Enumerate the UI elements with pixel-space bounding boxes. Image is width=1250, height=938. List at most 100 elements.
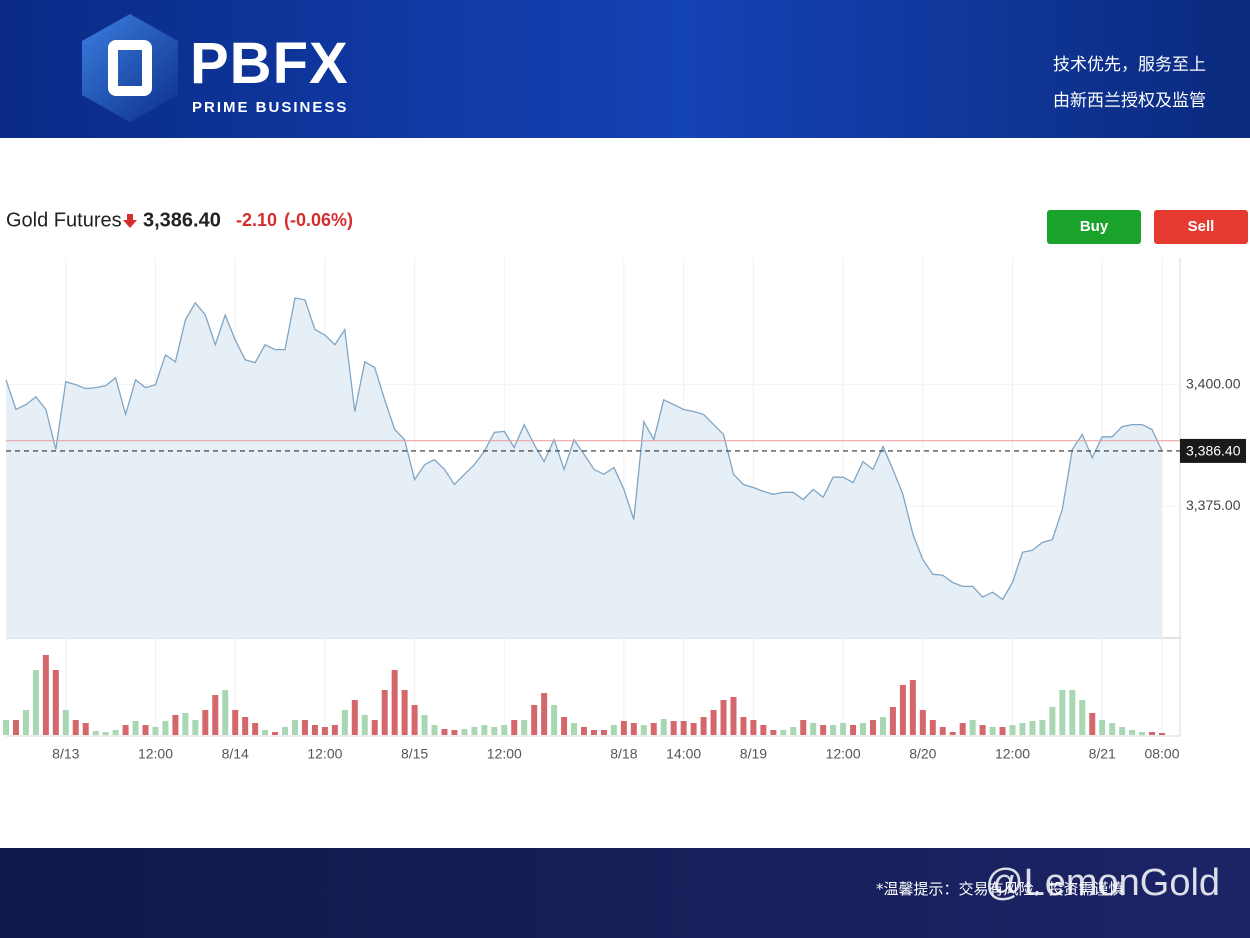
volume-bar	[610, 725, 617, 735]
volume-bar	[471, 727, 478, 735]
volume-bar	[1099, 720, 1106, 735]
volume-bar	[969, 720, 976, 735]
volume-bar	[690, 723, 697, 735]
volume-bar	[441, 729, 448, 735]
volume-bar	[760, 725, 767, 735]
volume-bar	[830, 725, 837, 735]
risk-notice: *温馨提示：交易有风险，投资需谨慎	[876, 880, 1124, 898]
chart: Gold Futures 3,386.40 -2.10 (-0.06%) 8/1…	[3, 209, 1246, 762]
logo-subtitle: PRIME BUSINESS	[192, 99, 349, 116]
x-tick-label: 12:00	[307, 746, 342, 762]
volume-bar	[381, 690, 388, 735]
volume-bar	[899, 685, 906, 735]
volume-bar	[810, 723, 817, 735]
volume-bar	[92, 731, 99, 735]
volume-bar	[192, 720, 199, 735]
volume-bar	[800, 720, 807, 735]
volume-bar	[202, 710, 209, 735]
x-tick-label: 8/15	[401, 746, 428, 762]
volume-bar	[72, 720, 79, 735]
volume-bar	[531, 705, 538, 735]
area	[6, 297, 1162, 638]
volume-bar	[1009, 725, 1016, 735]
volume-bar	[1129, 730, 1136, 735]
volume-bar	[820, 725, 827, 735]
volume-bar	[600, 730, 607, 735]
volume-bar	[52, 670, 59, 735]
volume-bar	[242, 717, 249, 735]
volume-bar	[670, 721, 677, 735]
x-tick-label: 12:00	[995, 746, 1030, 762]
volume-bar	[939, 727, 946, 735]
volume-bar	[501, 725, 508, 735]
volume-bar	[511, 720, 518, 735]
x-tick-label: 08:00	[1144, 746, 1179, 762]
volume-bar	[561, 717, 568, 735]
volume-bar	[1029, 721, 1036, 735]
sell-button[interactable]: Sell	[1154, 210, 1248, 244]
volume-bar	[750, 720, 757, 735]
volume-bar	[22, 710, 29, 735]
volume-bar	[571, 723, 578, 735]
volume-bar	[650, 723, 657, 735]
x-tick-label: 8/14	[222, 746, 249, 762]
volume-bar	[1059, 690, 1066, 735]
volume-bar	[272, 732, 279, 735]
change: -2.10	[236, 210, 277, 230]
price-tag-label: 3,386.40	[1186, 443, 1241, 459]
volume-bar	[252, 723, 259, 735]
volume-bar	[770, 730, 777, 735]
x-tick-label: 8/19	[740, 746, 767, 762]
volume-bar	[959, 723, 966, 735]
volume-bar	[979, 725, 986, 735]
volume-bar	[321, 727, 328, 735]
volume-bar	[870, 720, 876, 735]
volume-bar	[1149, 732, 1156, 735]
regulation: 由新西兰授权及监管	[1053, 91, 1206, 111]
buy-button[interactable]: Buy	[1047, 210, 1141, 244]
volume-bar	[1019, 723, 1026, 735]
volume-bar	[1119, 727, 1126, 735]
volume-bar	[62, 710, 69, 735]
x-tick-label: 14:00	[666, 746, 701, 762]
volume-bar	[391, 670, 398, 735]
volume-bar	[551, 705, 558, 735]
volume-bar	[740, 717, 747, 735]
volume-bar	[1039, 720, 1046, 735]
x-tick-label: 12:00	[138, 746, 173, 762]
volume-bar	[680, 721, 687, 735]
volume-bar	[949, 732, 956, 735]
volume-bar	[1089, 713, 1096, 735]
price-tag	[1180, 438, 1246, 463]
volume-bar	[720, 700, 727, 735]
x-tick-label: 8/18	[610, 746, 637, 762]
logo: PBFX	[190, 31, 349, 96]
volume-bar	[431, 725, 438, 735]
volume-bar	[989, 727, 996, 735]
volume-bar	[311, 725, 318, 735]
volume-bar	[929, 720, 936, 735]
volume-bar	[620, 721, 627, 735]
volume-bar	[590, 730, 597, 735]
y-tick-label: 3,400.00	[1186, 375, 1241, 391]
volume-bar	[581, 727, 587, 735]
x-tick-label: 8/13	[52, 746, 79, 762]
volume-bar	[630, 723, 637, 735]
x-tick-label: 12:00	[826, 746, 861, 762]
volume-bar	[212, 695, 219, 735]
logo-icon	[82, 14, 178, 122]
volume-bar	[411, 705, 418, 735]
change-pct: (-0.06%)	[284, 210, 353, 230]
volume-bar	[262, 730, 269, 735]
volume-bar	[1109, 723, 1116, 735]
volume-bar	[919, 710, 926, 735]
volume-bar	[282, 727, 289, 735]
volume-bar	[521, 720, 528, 735]
volume-bar	[232, 710, 239, 735]
volume-bar	[790, 727, 797, 735]
volume-bar	[112, 730, 119, 735]
y-tick-label: 3,375.00	[1186, 497, 1241, 513]
down-arrow	[123, 214, 137, 228]
slogan: 技术优先，服务至上	[1053, 55, 1206, 75]
volume-bar	[361, 715, 368, 735]
